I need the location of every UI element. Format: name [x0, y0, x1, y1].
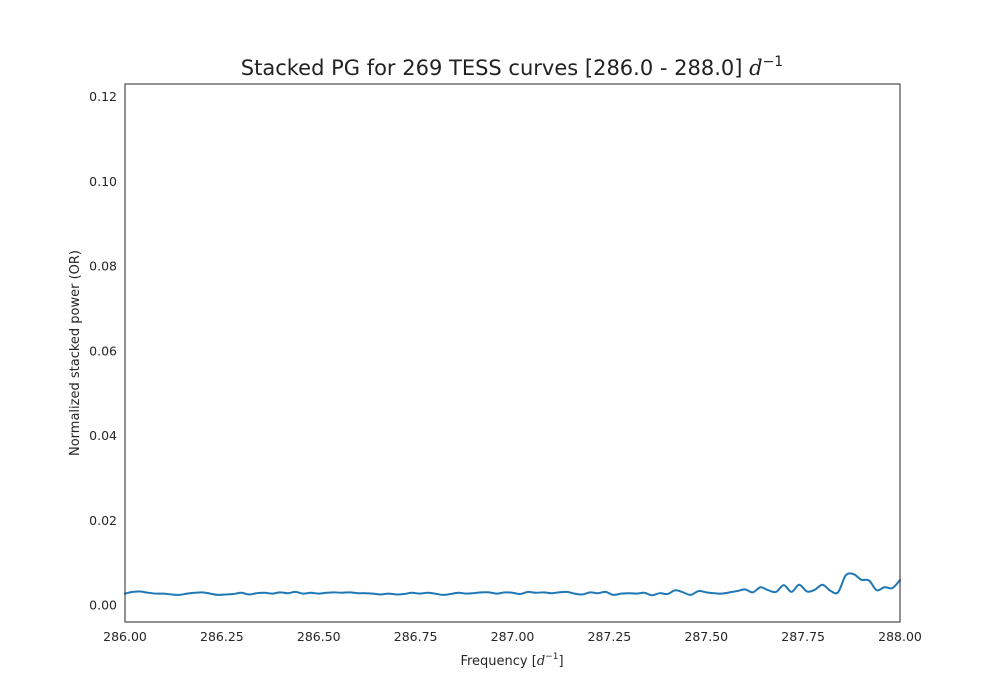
chart-title-superscript: −1	[763, 54, 784, 70]
x-axis-ticks: 286.00 286.25 286.50 286.75 287.00 287.25 287.…	[103, 629, 922, 644]
x-tick-label: 287.75	[781, 629, 825, 644]
plot-frame	[124, 83, 901, 623]
x-axis-label-text: Frequency [	[460, 654, 536, 669]
x-tick-label: 286.25	[200, 629, 244, 644]
y-tick-label: 0.12	[89, 89, 117, 104]
x-axis-label-close: ]	[558, 654, 563, 669]
chart-title-text: Stacked PG for 269 TESS curves [286.0 - …	[241, 56, 749, 80]
x-tick-label: 286.00	[103, 629, 147, 644]
y-tick-label: 0.00	[89, 598, 117, 613]
x-axis-label-math: d	[537, 654, 545, 669]
y-tick-label: 0.10	[89, 174, 117, 189]
x-tick-label: 287.25	[588, 629, 632, 644]
chart-title-math: d	[749, 56, 762, 80]
x-tick-label: 286.75	[394, 629, 438, 644]
chart-title: Stacked PG for 269 TESS curves [286.0 - …	[241, 54, 783, 80]
y-axis-label: Normalized stacked power (OR)	[68, 250, 83, 456]
x-tick-label: 286.50	[297, 629, 341, 644]
y-axis-ticks: 0.00 0.02 0.04 0.06 0.08 0.10 0.12	[89, 89, 117, 612]
y-tick-label: 0.08	[89, 259, 117, 274]
x-axis-label-superscript: −1	[545, 652, 558, 662]
y-tick-label: 0.06	[89, 343, 117, 358]
x-tick-label: 287.50	[684, 629, 728, 644]
stacked-power-line	[124, 572, 901, 597]
x-tick-label: 287.00	[491, 629, 535, 644]
x-axis-label: Frequency [d−1]	[460, 652, 563, 669]
y-tick-label: 0.04	[89, 428, 117, 443]
y-tick-label: 0.02	[89, 513, 117, 528]
x-tick-label: 288.00	[878, 629, 922, 644]
